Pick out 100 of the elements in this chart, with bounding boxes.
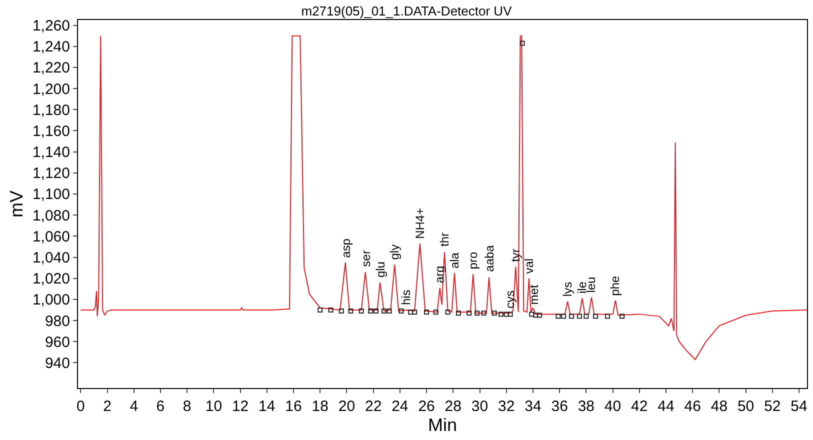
x-tick-label: 22 <box>364 398 382 415</box>
point <box>561 314 566 319</box>
point <box>569 314 574 319</box>
point <box>466 310 472 316</box>
chart-title: m2719(05)_01_1.DATA-Detector UV <box>301 4 512 19</box>
point <box>412 310 418 315</box>
y-tick-label: 1,000 <box>32 292 70 309</box>
x-tick-label: 16 <box>285 398 302 415</box>
x-tick-label: 6 <box>156 398 165 415</box>
point <box>529 312 534 317</box>
annotation: met <box>526 284 541 305</box>
x-tick-label: 42 <box>631 398 648 415</box>
annotation: thr <box>438 232 452 246</box>
y-tick-label: 1,220 <box>32 60 70 77</box>
x-tick-label: 52 <box>764 398 781 415</box>
point <box>381 308 386 314</box>
x-tick-label: 34 <box>524 398 542 415</box>
y-tick-label: 1,040 <box>32 250 70 266</box>
point <box>537 312 542 318</box>
y-tick-label: 1,080 <box>32 207 70 224</box>
x-tick-label: 18 <box>312 398 328 415</box>
point <box>498 312 504 317</box>
annotation: cys <box>503 290 518 308</box>
x-tick-label: 40 <box>604 398 622 415</box>
annotation: phe <box>608 276 622 296</box>
annotation: arg <box>432 266 447 284</box>
annotation: aaba <box>482 244 496 272</box>
annotation: pro <box>466 252 480 270</box>
annotation: ala <box>447 252 462 269</box>
y-tick-label: 940 <box>44 354 70 372</box>
y-tick-label: 980 <box>44 312 70 330</box>
annotation: his <box>399 290 414 306</box>
point <box>577 314 582 319</box>
point <box>348 308 354 314</box>
point <box>368 308 374 314</box>
point <box>520 40 525 46</box>
point <box>492 310 497 316</box>
x-tick-label: 14 <box>258 398 276 415</box>
point <box>504 312 509 317</box>
y-tick-label: 1,260 <box>32 18 70 35</box>
x-tick-label: 24 <box>392 398 408 415</box>
point <box>481 310 486 316</box>
point <box>456 310 461 316</box>
point <box>328 307 334 312</box>
annotation: tyr <box>508 248 522 262</box>
point <box>398 308 404 314</box>
x-tick-label: 4 <box>130 398 138 415</box>
y-tick-label: 1,180 <box>32 102 70 119</box>
point <box>533 312 538 318</box>
point <box>424 310 430 315</box>
x-tick-label: 36 <box>551 398 568 415</box>
x-tick-label: 46 <box>684 398 701 415</box>
point <box>433 310 438 315</box>
x-tick-label: 54 <box>790 398 808 415</box>
y-tick-label: 1,240 <box>32 38 70 56</box>
point <box>474 310 480 316</box>
x-tick-label: 28 <box>444 398 462 415</box>
point <box>604 314 610 319</box>
y-axis-title: mV <box>6 190 27 218</box>
annotation: val <box>522 258 536 274</box>
point <box>445 310 450 315</box>
point <box>408 310 414 315</box>
x-axis-title: Min <box>428 415 458 435</box>
y-tick-label: 1,160 <box>32 122 70 140</box>
point <box>318 307 323 312</box>
annotation: gly <box>387 244 402 260</box>
point <box>338 308 344 314</box>
x-tick-label: 48 <box>710 398 728 415</box>
y-tick-label: 960 <box>44 334 70 351</box>
y-tick-label: 1,020 <box>32 270 70 288</box>
x-tick-label: 20 <box>338 398 356 415</box>
y-tick-label: 1,100 <box>32 186 70 204</box>
x-tick-label: 12 <box>232 398 249 415</box>
y-tick-label: 1,120 <box>32 165 70 182</box>
x-tick-label: 38 <box>578 398 595 415</box>
x-tick-label: 10 <box>205 398 222 415</box>
y-tick-label: 1,140 <box>32 144 70 162</box>
annotation: NH4+ <box>412 208 427 239</box>
x-tick-label: 44 <box>658 398 674 415</box>
x-tick-label: 2 <box>103 398 112 415</box>
point <box>373 308 378 314</box>
x-tick-label: 0 <box>76 398 85 415</box>
point <box>620 314 625 319</box>
y-tick-label: 1,200 <box>32 80 70 98</box>
y-tick-label: 1,060 <box>32 228 70 246</box>
point <box>508 312 513 317</box>
line-series <box>80 35 807 360</box>
x-tick-label: 32 <box>498 398 515 415</box>
x-tick-label: 26 <box>418 398 435 415</box>
point <box>592 314 598 319</box>
x-tick-label: 50 <box>737 398 754 415</box>
annotation: ser <box>358 250 373 267</box>
annotation: glu <box>373 262 388 278</box>
point <box>584 314 589 319</box>
point <box>358 308 364 314</box>
x-tick-label: 30 <box>471 398 488 415</box>
annotation: asp <box>338 238 353 258</box>
point <box>386 308 392 314</box>
point <box>556 314 561 319</box>
x-tick-label: 8 <box>182 398 192 415</box>
